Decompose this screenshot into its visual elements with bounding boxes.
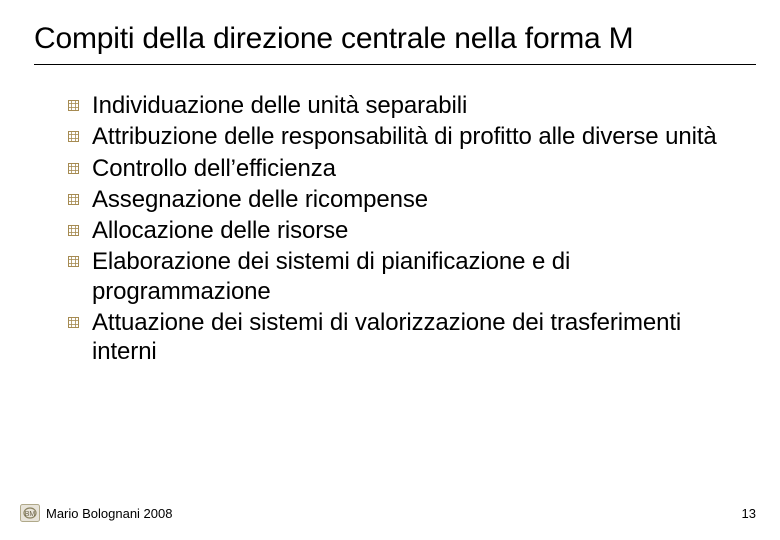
list-item: Elaborazione dei sistemi di pianificazio… (92, 247, 750, 306)
footer-left: BM Mario Bolognani 2008 (20, 504, 172, 522)
list-item-text: Assegnazione delle ricompense (92, 186, 428, 213)
bullet-icon (68, 131, 79, 142)
list-item-text: Allocazione delle risorse (92, 217, 348, 244)
bullet-icon (68, 317, 79, 328)
list-item-text: Attuazione dei sistemi di valorizzazione… (92, 309, 681, 365)
bullet-icon (68, 225, 79, 236)
list-item-text: Individuazione delle unità separabili (92, 92, 467, 119)
footer-author: Mario Bolognani 2008 (46, 506, 172, 521)
list-item-text: Elaborazione dei sistemi di pianificazio… (92, 248, 570, 304)
bullet-icon (68, 100, 79, 111)
list-item: Controllo dell’efficienza (92, 154, 750, 183)
bullet-list: Individuazione delle unità separabili At… (0, 65, 780, 366)
footer: BM Mario Bolognani 2008 13 (20, 504, 756, 522)
list-item-text: Attribuzione delle responsabilità di pro… (92, 123, 717, 150)
list-item-text: Controllo dell’efficienza (92, 155, 336, 182)
bullet-icon (68, 163, 79, 174)
bullet-icon (68, 256, 79, 267)
bullet-icon (68, 194, 79, 205)
logo-icon: BM (20, 504, 40, 522)
slide-title: Compiti della direzione centrale nella f… (0, 0, 780, 64)
list-item: Attribuzione delle responsabilità di pro… (92, 122, 750, 151)
slide: Compiti della direzione centrale nella f… (0, 0, 780, 540)
list-item: Attuazione dei sistemi di valorizzazione… (92, 308, 750, 367)
list-item: Allocazione delle risorse (92, 216, 750, 245)
list-item: Assegnazione delle ricompense (92, 185, 750, 214)
svg-text:BM: BM (25, 511, 36, 518)
list-item: Individuazione delle unità separabili (92, 91, 750, 120)
page-number: 13 (742, 506, 756, 521)
